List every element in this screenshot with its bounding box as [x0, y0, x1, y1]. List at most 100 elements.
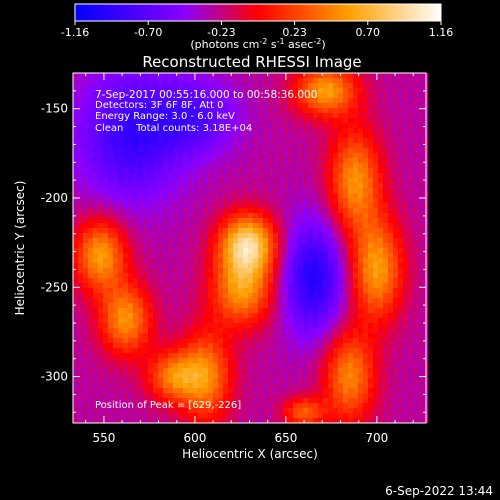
heatmap-cell	[203, 278, 209, 284]
heatmap-cell	[218, 408, 224, 414]
heatmap-cell	[108, 408, 114, 414]
heatmap-cell	[328, 143, 334, 149]
heatmap-cell	[213, 243, 219, 249]
heatmap-cell	[73, 193, 79, 199]
heatmap-cell	[353, 228, 359, 234]
heatmap-cell	[243, 308, 249, 314]
heatmap-cell	[208, 338, 214, 344]
heatmap-cell	[298, 158, 304, 164]
heatmap-cell	[228, 338, 234, 344]
heatmap-cell	[303, 308, 309, 314]
heatmap-cell	[78, 88, 84, 94]
heatmap-cell	[103, 318, 109, 324]
heatmap-cell	[268, 408, 274, 414]
heatmap-cell	[343, 148, 349, 154]
heatmap-cell	[223, 398, 229, 404]
heatmap-cell	[133, 363, 139, 369]
heatmap-cell	[98, 148, 104, 154]
heatmap-cell	[208, 278, 214, 284]
heatmap-cell	[228, 293, 234, 299]
heatmap-cell	[188, 398, 194, 404]
heatmap-cell	[333, 323, 339, 329]
heatmap-cell	[303, 173, 309, 179]
heatmap-cell	[248, 388, 254, 394]
heatmap-cell	[98, 413, 104, 419]
heatmap-cell	[258, 418, 264, 424]
heatmap-cell	[208, 308, 214, 314]
heatmap-cell	[213, 263, 219, 269]
heatmap-cell	[133, 288, 139, 294]
heatmap-cell	[293, 98, 299, 104]
heatmap-cell	[193, 78, 199, 84]
heatmap-cell	[113, 248, 119, 254]
heatmap-cell	[138, 218, 144, 224]
heatmap-cell	[83, 328, 89, 334]
heatmap-cell	[93, 108, 99, 114]
heatmap-cell	[128, 228, 134, 234]
heatmap-cell	[333, 243, 339, 249]
heatmap-cell	[373, 373, 379, 379]
heatmap-cell	[113, 218, 119, 224]
heatmap-cell	[263, 403, 269, 409]
heatmap-cell	[228, 103, 234, 109]
heatmap-cell	[213, 253, 219, 259]
heatmap-cell	[303, 248, 309, 254]
heatmap-cell	[378, 198, 384, 204]
heatmap-cell	[263, 143, 269, 149]
heatmap-cell	[263, 288, 269, 294]
heatmap-cell	[293, 88, 299, 94]
heatmap-cell	[418, 88, 424, 94]
heatmap-cell	[333, 353, 339, 359]
heatmap-cell	[288, 413, 294, 419]
heatmap-cell	[338, 188, 344, 194]
heatmap-cell	[398, 353, 404, 359]
heatmap-cell	[93, 313, 99, 319]
heatmap-cell	[113, 273, 119, 279]
heatmap-cell	[158, 298, 164, 304]
heatmap-cell	[368, 133, 374, 139]
heatmap-cell	[198, 118, 204, 124]
heatmap-cell	[188, 388, 194, 394]
heatmap-cell	[388, 378, 394, 384]
heatmap-cell	[388, 338, 394, 344]
heatmap-cell	[83, 373, 89, 379]
heatmap-cell	[183, 208, 189, 214]
heatmap-cell	[163, 208, 169, 214]
heatmap-cell	[103, 243, 109, 249]
heatmap-cell	[88, 288, 94, 294]
heatmap-cell	[183, 163, 189, 169]
heatmap-cell	[408, 228, 414, 234]
heatmap-cell	[163, 123, 169, 129]
heatmap-cell	[343, 203, 349, 209]
heatmap-cell	[303, 368, 309, 374]
heatmap-cell	[308, 268, 314, 274]
heatmap-cell	[218, 418, 224, 424]
heatmap-cell	[243, 313, 249, 319]
heatmap-cell	[123, 153, 129, 159]
heatmap-cell	[413, 113, 419, 119]
heatmap-cell	[263, 158, 269, 164]
heatmap-cell	[353, 298, 359, 304]
heatmap-cell	[143, 83, 149, 89]
heatmap-cell	[118, 313, 124, 319]
heatmap-cell	[228, 413, 234, 419]
heatmap-cell	[133, 348, 139, 354]
heatmap-cell	[83, 383, 89, 389]
heatmap-cell	[363, 313, 369, 319]
heatmap-cell	[183, 288, 189, 294]
heatmap-cell	[393, 393, 399, 399]
heatmap-cell	[363, 88, 369, 94]
heatmap-cell	[208, 213, 214, 219]
heatmap-cell	[398, 113, 404, 119]
heatmap-cell	[318, 398, 324, 404]
heatmap-cell	[138, 93, 144, 99]
heatmap-cell	[273, 408, 279, 414]
heatmap-cell	[213, 258, 219, 264]
heatmap-cell	[328, 93, 334, 99]
heatmap-cell	[268, 343, 274, 349]
heatmap-cell	[288, 348, 294, 354]
heatmap-cell	[148, 233, 154, 239]
heatmap-cell	[233, 303, 239, 309]
heatmap-cell	[373, 188, 379, 194]
heatmap-cell	[203, 93, 209, 99]
